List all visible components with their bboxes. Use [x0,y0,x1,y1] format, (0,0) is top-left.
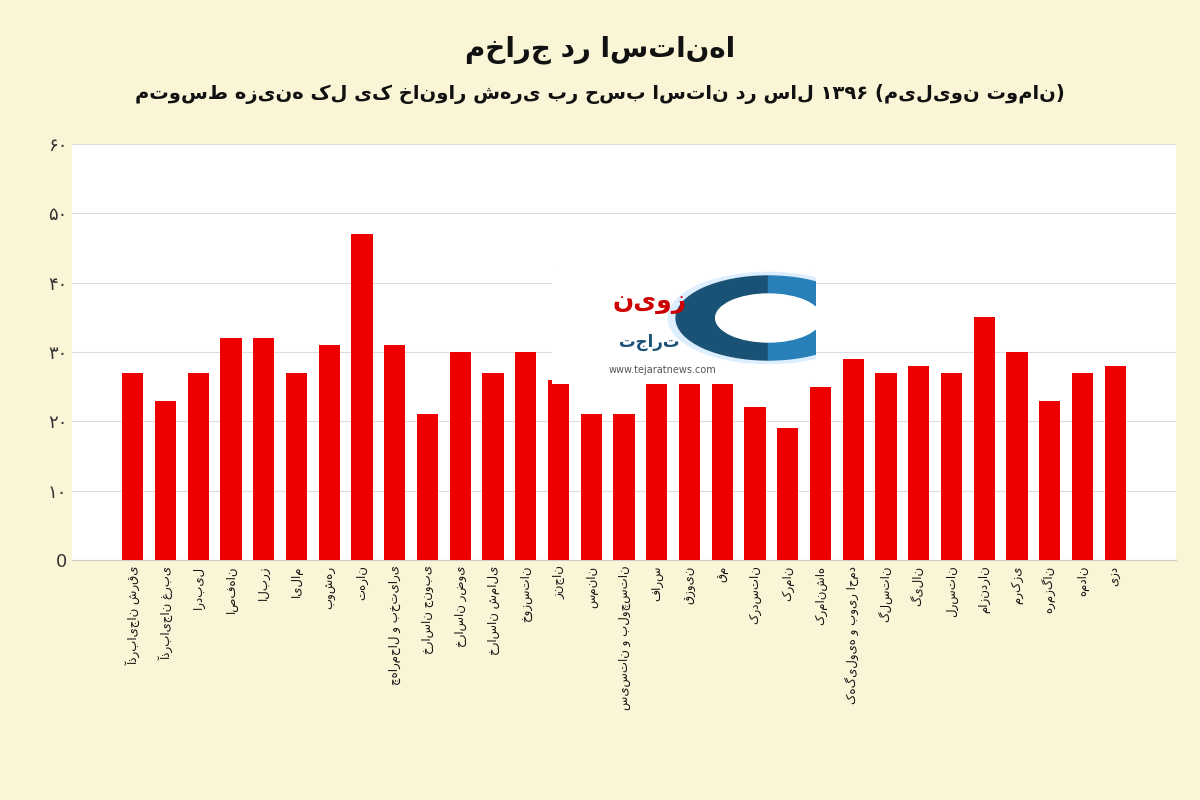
Bar [712,366,733,560]
Bar [646,352,667,560]
Bar [941,373,962,560]
FancyBboxPatch shape [550,262,818,385]
Bar [679,380,700,560]
Bar [352,234,373,560]
Bar [416,414,438,560]
Bar [744,407,766,560]
Text: www.tejaratnews.com: www.tejaratnews.com [610,365,716,374]
Text: نیوز: نیوز [613,290,686,314]
Bar [908,366,929,560]
Bar [155,401,176,560]
Bar [875,373,896,560]
Bar [1007,352,1027,560]
Bar [581,414,602,560]
Bar [1039,401,1061,560]
Bar [1104,366,1126,560]
Wedge shape [768,276,860,360]
Bar [450,352,470,560]
Bar [973,318,995,560]
Circle shape [715,294,821,342]
Bar [810,386,832,560]
Text: مخارج در استان‌ها: مخارج در استان‌ها [464,36,736,65]
Bar [286,373,307,560]
Bar [319,345,340,560]
Circle shape [668,272,869,363]
Text: متوسط هزینه کل یک خانوار شهری بر حسب استان در سال ۱۳۹۶ (میلیون تومان): متوسط هزینه کل یک خانوار شهری بر حسب است… [136,84,1064,104]
Bar [548,380,569,560]
Bar [221,338,241,560]
Bar [187,373,209,560]
Bar [122,373,144,560]
Bar [842,359,864,560]
Wedge shape [676,276,768,360]
Bar [482,373,504,560]
Text: تجارت: تجارت [619,333,680,351]
Bar [778,428,798,560]
Bar [613,414,635,560]
Bar [515,352,536,560]
Bar [253,338,275,560]
Bar [1072,373,1093,560]
Bar [384,345,406,560]
